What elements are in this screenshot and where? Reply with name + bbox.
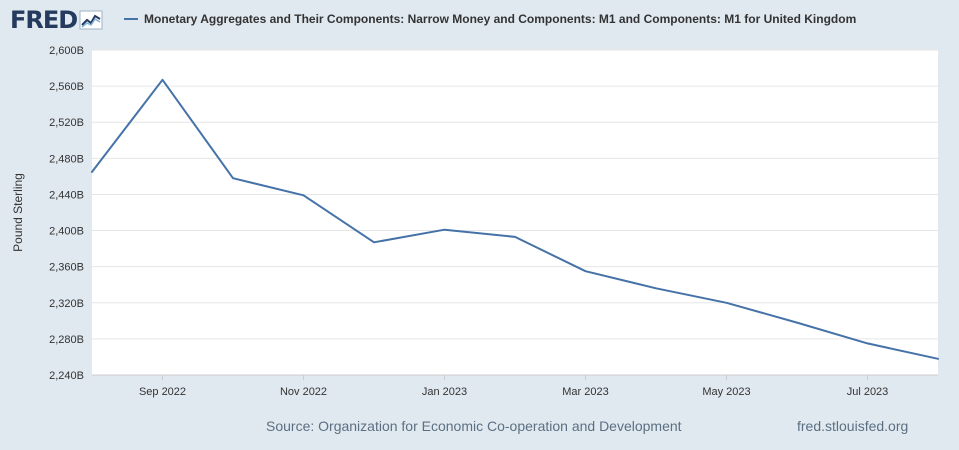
x-axis-ticks: Sep 2022 Nov 2022 Jan 2023 Mar 2023 May 2023… <box>139 375 888 398</box>
y-tick-label: 2,520B <box>49 117 84 129</box>
y-axis-ticks: 2,240B 2,280B 2,320B 2,360B 2,400B 2,440B 2,48… <box>49 45 84 382</box>
y-tick-label: 2,480B <box>49 153 84 165</box>
y-tick-label: 2,400B <box>49 226 84 238</box>
source-note: Source: Organization for Economic Co-ope… <box>266 418 682 434</box>
y-tick-label: 2,560B <box>49 81 84 93</box>
trend-graph-icon <box>79 10 103 30</box>
x-tick-label: Jul 2023 <box>847 386 889 398</box>
chart-legend[interactable]: Monetary Aggregates and Their Components… <box>124 12 856 26</box>
y-tick-label: 2,280B <box>49 334 84 346</box>
y-tick-label: 2,320B <box>49 298 84 310</box>
x-tick-label: Mar 2023 <box>562 386 608 398</box>
x-tick-label: Nov 2022 <box>280 386 327 398</box>
x-tick-label: May 2023 <box>702 386 750 398</box>
y-tick-label: 2,440B <box>49 189 84 201</box>
y-axis-label: Pound Sterling <box>11 173 25 252</box>
y-tick-label: 2,360B <box>49 262 84 274</box>
x-tick-label: Sep 2022 <box>139 386 186 398</box>
y-tick-label: 2,600B <box>49 45 84 57</box>
x-tick-label: Jan 2023 <box>422 386 467 398</box>
plot-area <box>92 50 938 375</box>
fred-logo-text: FRED <box>10 6 78 34</box>
fred-url[interactable]: fred.stlouisfed.org <box>797 418 909 434</box>
series-line <box>91 78 939 360</box>
series-group <box>91 78 939 360</box>
legend-label: Monetary Aggregates and Their Components… <box>144 12 857 26</box>
chart-header: FRED Monetary Aggregates and Their Compo… <box>0 0 959 40</box>
legend-swatch <box>124 18 138 20</box>
fred-logo[interactable]: FRED <box>10 6 103 34</box>
y-tick-label: 2,240B <box>49 370 84 382</box>
